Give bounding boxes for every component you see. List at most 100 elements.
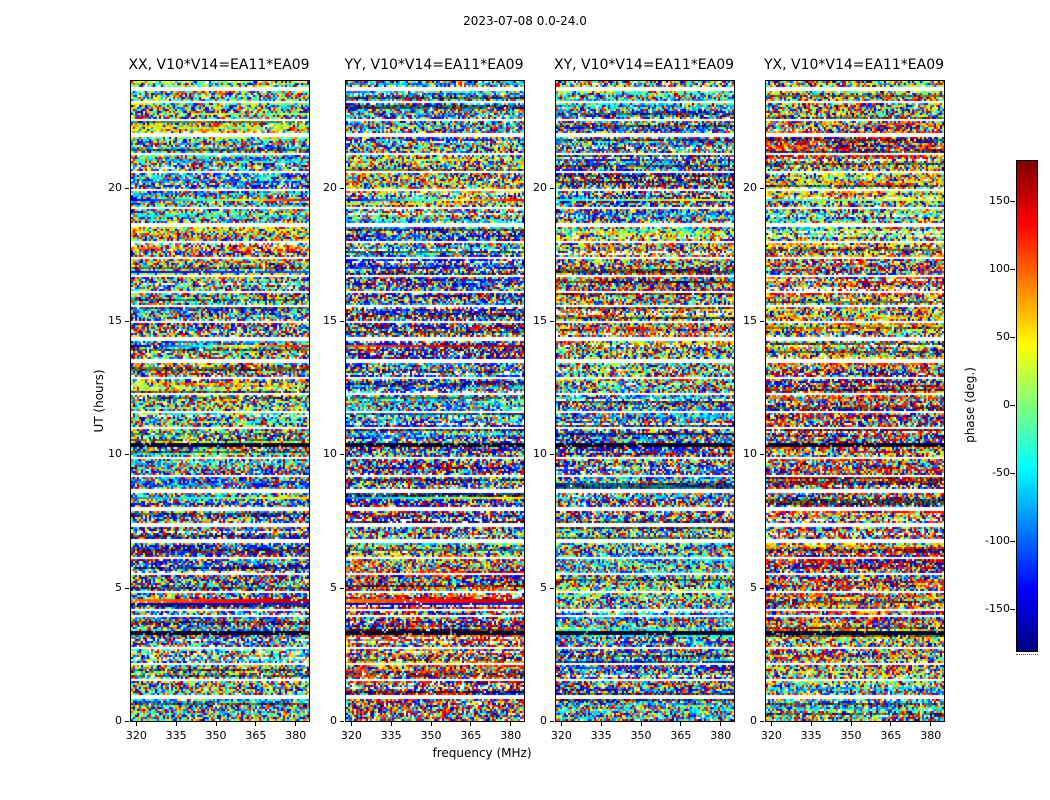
figure-title: 2023-07-08 0.0-24.0 — [463, 14, 587, 28]
panel-yy: YY, V10*V14=EA11*EA09 320 335 350 365 380 0 5 1… — [323, 57, 525, 742]
colorbar-tick-label: 50 — [996, 329, 1010, 343]
y-axis-label: UT (hours) — [92, 369, 106, 433]
y-tick-mark — [760, 321, 764, 322]
x-tick-label: 335 — [800, 729, 822, 742]
panel-yx: YX, V10*V14=EA11*EA09 320 335 350 365 380 0 5 1… — [743, 57, 945, 742]
colorbar-tick-mark — [1010, 541, 1015, 543]
x-tick-label: 320 — [125, 729, 147, 742]
y-tick-label: 10 — [108, 447, 122, 461]
phase-heatmap-yy — [345, 80, 525, 722]
x-axis-label: frequency (MHz) — [432, 746, 532, 760]
y-tick-mark — [760, 587, 764, 589]
y-tick-mark — [340, 587, 344, 589]
x-tick-label: 335 — [590, 729, 612, 742]
x-tick-label: 320 — [760, 729, 782, 742]
y-tick-mark — [125, 587, 129, 589]
y-tick-label: 10 — [533, 447, 547, 461]
x-tick-label: 320 — [550, 729, 572, 742]
x-tick-label: 320 — [340, 729, 362, 742]
x-tick-label: 350 — [420, 729, 442, 742]
y-tick-label: 5 — [115, 580, 122, 594]
y-tick-mark — [340, 187, 344, 189]
y-tick-label: 15 — [108, 314, 122, 327]
y-tick-mark — [550, 321, 554, 322]
x-tick-mark — [810, 722, 812, 726]
x-tick-mark — [295, 722, 297, 726]
colorbar-underline-dots — [1016, 654, 1038, 655]
y-tick-mark — [760, 721, 764, 722]
colorbar-tick-label: 100 — [989, 261, 1010, 275]
x-tick-label: 380 — [710, 729, 732, 742]
x-tick-mark — [350, 722, 352, 726]
x-tick-label: 365 — [670, 729, 692, 742]
panel-xy: XY, V10*V14=EA11*EA09 320 335 350 365 380 0 5 1… — [533, 57, 735, 742]
colorbar-tick-label: -150 — [985, 602, 1010, 616]
colorbar-tick-label: -100 — [985, 534, 1010, 548]
colorbar-tick-mark — [1010, 336, 1015, 338]
y-tick-mark — [340, 721, 344, 722]
colorbar-tick-mark — [1010, 200, 1015, 202]
colorbar-tick-mark — [1010, 268, 1015, 270]
y-tick-mark — [340, 454, 344, 456]
x-tick-label: 365 — [880, 729, 902, 742]
x-tick-mark — [640, 722, 642, 726]
x-tick-mark — [510, 722, 512, 726]
x-tick-mark — [720, 722, 722, 726]
y-tick-label: 15 — [743, 314, 757, 327]
x-tick-mark — [560, 722, 562, 726]
y-tick-label: 5 — [750, 580, 757, 594]
x-tick-label: 350 — [205, 729, 227, 742]
y-tick-mark — [550, 187, 554, 189]
x-tick-label: 335 — [165, 729, 187, 742]
y-tick-label: 20 — [108, 180, 122, 194]
panel-title-yx: YX, V10*V14=EA11*EA09 — [763, 57, 945, 73]
x-tick-mark — [850, 722, 852, 726]
colorbar-tick-label: 150 — [989, 193, 1010, 207]
x-tick-label: 335 — [380, 729, 402, 742]
x-tick-mark — [175, 722, 177, 726]
y-tick-mark — [125, 321, 129, 322]
y-tick-label: 0 — [115, 714, 122, 727]
y-tick-label: 5 — [540, 580, 547, 594]
colorbar-tick-mark — [1010, 609, 1015, 611]
x-tick-mark — [890, 722, 892, 726]
x-tick-mark — [390, 722, 392, 726]
phase-heatmap-xx — [130, 80, 310, 722]
x-tick-label: 350 — [630, 729, 652, 742]
x-tick-mark — [255, 722, 257, 726]
x-tick-mark — [930, 722, 932, 726]
y-tick-label: 10 — [743, 447, 757, 461]
phase-heatmap-xy — [555, 80, 735, 722]
x-tick-mark — [770, 722, 772, 726]
x-tick-mark — [430, 722, 432, 726]
panel-xx: XX, V10*V14=EA11*EA09 320 335 350 365 380 0 5 1… — [108, 57, 310, 742]
y-tick-mark — [550, 721, 554, 722]
y-tick-mark — [760, 187, 764, 189]
y-tick-label: 15 — [533, 314, 547, 327]
x-tick-label: 365 — [460, 729, 482, 742]
y-tick-label: 5 — [330, 580, 337, 594]
y-tick-mark — [125, 187, 129, 189]
y-tick-label: 20 — [323, 180, 337, 194]
x-tick-label: 350 — [840, 729, 862, 742]
y-tick-label: 0 — [750, 714, 757, 727]
colorbar — [1016, 160, 1038, 652]
panel-title-xx: XX, V10*V14=EA11*EA09 — [128, 57, 310, 73]
y-tick-mark — [550, 587, 554, 589]
x-tick-label: 380 — [500, 729, 522, 742]
colorbar-tick-mark — [1010, 473, 1015, 475]
x-tick-mark — [600, 722, 602, 726]
colorbar-tick-label: -50 — [992, 466, 1010, 480]
y-tick-mark — [760, 454, 764, 456]
panel-title-xy: XY, V10*V14=EA11*EA09 — [553, 57, 735, 73]
x-tick-label: 365 — [245, 729, 267, 742]
phase-heatmap-yx — [765, 80, 945, 722]
x-tick-mark — [135, 722, 137, 726]
colorbar-tick-label: 0 — [1003, 398, 1010, 411]
x-tick-label: 380 — [285, 729, 307, 742]
y-tick-mark — [550, 454, 554, 456]
y-tick-label: 0 — [540, 714, 547, 727]
x-tick-mark — [215, 722, 217, 726]
y-tick-mark — [125, 721, 129, 722]
